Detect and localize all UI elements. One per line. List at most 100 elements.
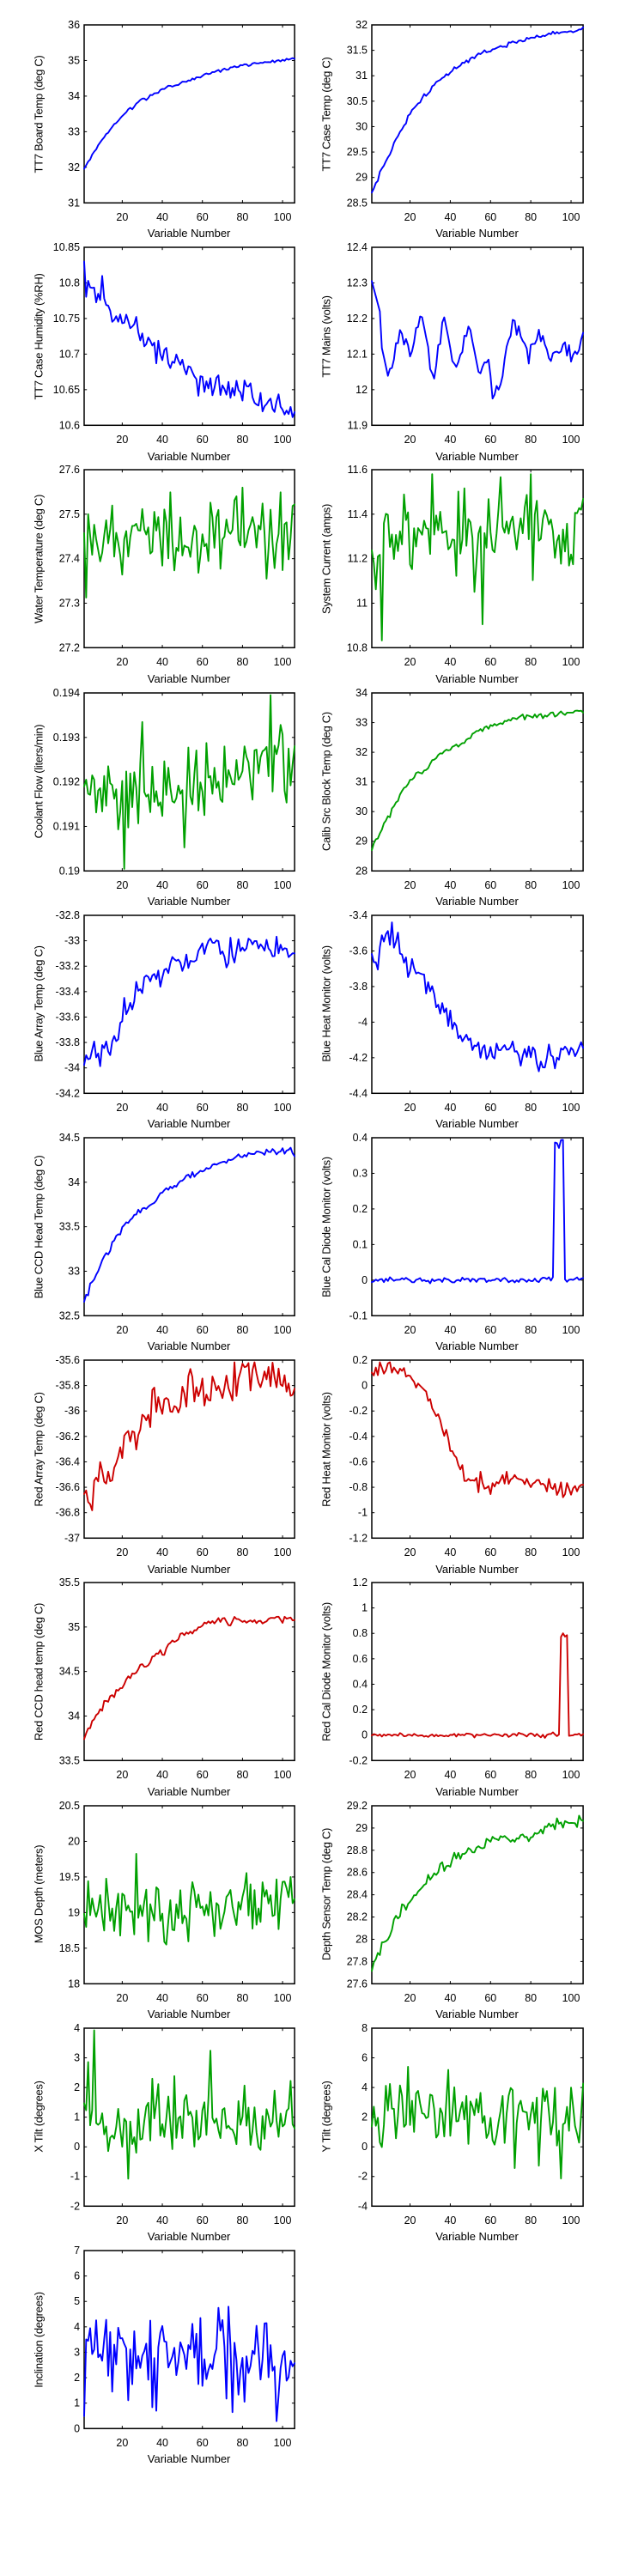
svg-text:-34: -34 xyxy=(64,1061,80,1073)
svg-text:60: 60 xyxy=(196,434,208,446)
svg-text:-3.8: -3.8 xyxy=(349,981,368,993)
svg-text:40: 40 xyxy=(156,656,168,668)
svg-text:100: 100 xyxy=(273,434,291,446)
svg-text:-3.6: -3.6 xyxy=(349,945,368,957)
svg-text:33.5: 33.5 xyxy=(58,1221,79,1233)
svg-text:80: 80 xyxy=(525,1324,537,1336)
svg-text:20: 20 xyxy=(404,211,416,223)
svg-text:2: 2 xyxy=(74,2372,80,2384)
svg-text:0.192: 0.192 xyxy=(52,775,79,787)
svg-text:11.6: 11.6 xyxy=(347,464,367,476)
svg-text:28.6: 28.6 xyxy=(346,1866,367,1878)
svg-text:34: 34 xyxy=(68,1710,80,1722)
svg-text:27.4: 27.4 xyxy=(58,553,79,565)
svg-text:11.4: 11.4 xyxy=(347,508,367,520)
svg-text:0.2: 0.2 xyxy=(352,1203,367,1215)
svg-text:-1: -1 xyxy=(357,1507,367,1519)
svg-text:80: 80 xyxy=(236,2437,248,2449)
svg-text:0.4: 0.4 xyxy=(352,1132,367,1144)
svg-text:19.5: 19.5 xyxy=(58,1871,79,1883)
svg-text:20: 20 xyxy=(116,656,128,668)
svg-text:0: 0 xyxy=(361,1274,368,1286)
svg-text:60: 60 xyxy=(196,2215,208,2227)
svg-text:32.5: 32.5 xyxy=(58,1309,79,1321)
svg-text:-0.8: -0.8 xyxy=(349,1481,368,1493)
svg-text:36: 36 xyxy=(68,19,80,31)
svg-text:100: 100 xyxy=(273,878,291,890)
svg-text:12: 12 xyxy=(355,384,368,396)
svg-text:-33: -33 xyxy=(64,934,80,946)
svg-text:100: 100 xyxy=(562,434,580,446)
svg-text:19: 19 xyxy=(68,1906,80,1918)
svg-text:0: 0 xyxy=(361,2141,368,2153)
svg-text:0.193: 0.193 xyxy=(52,731,79,743)
svg-text:60: 60 xyxy=(196,1991,208,2003)
svg-text:20: 20 xyxy=(404,1991,416,2003)
svg-text:100: 100 xyxy=(562,1546,580,1558)
svg-text:40: 40 xyxy=(156,1102,168,1114)
svg-text:28: 28 xyxy=(355,865,368,877)
svg-text:-33.2: -33.2 xyxy=(55,960,80,972)
svg-text:34.5: 34.5 xyxy=(58,1132,79,1144)
svg-text:-1.2: -1.2 xyxy=(349,1532,368,1544)
svg-text:2: 2 xyxy=(74,2081,80,2093)
svg-text:20: 20 xyxy=(116,434,128,446)
svg-text:12.4: 12.4 xyxy=(346,241,367,253)
svg-text:80: 80 xyxy=(525,1546,537,1558)
svg-text:100: 100 xyxy=(562,656,580,668)
svg-text:27.5: 27.5 xyxy=(58,508,79,520)
svg-text:60: 60 xyxy=(484,1991,496,2003)
svg-text:20: 20 xyxy=(116,1102,128,1114)
svg-text:-34.2: -34.2 xyxy=(55,1087,80,1099)
svg-text:32: 32 xyxy=(355,19,368,31)
svg-text:60: 60 xyxy=(484,2215,496,2227)
svg-text:40: 40 xyxy=(444,1991,456,2003)
svg-text:34.5: 34.5 xyxy=(58,1666,79,1678)
svg-text:80: 80 xyxy=(525,1991,537,2003)
svg-text:35: 35 xyxy=(68,1621,80,1633)
svg-text:100: 100 xyxy=(273,2215,291,2227)
svg-text:100: 100 xyxy=(273,1769,291,1781)
svg-text:20: 20 xyxy=(404,1769,416,1781)
svg-text:80: 80 xyxy=(236,434,248,446)
svg-text:20.5: 20.5 xyxy=(58,1800,79,1812)
svg-text:100: 100 xyxy=(562,211,580,223)
svg-text:33: 33 xyxy=(68,1265,80,1277)
svg-text:11: 11 xyxy=(356,598,368,610)
svg-text:100: 100 xyxy=(562,1102,580,1114)
svg-text:20: 20 xyxy=(116,2437,128,2449)
svg-text:31: 31 xyxy=(68,197,80,209)
svg-text:80: 80 xyxy=(525,2215,537,2227)
svg-text:60: 60 xyxy=(196,1546,208,1558)
svg-text:0.6: 0.6 xyxy=(352,1653,367,1665)
svg-text:31: 31 xyxy=(355,70,368,82)
svg-text:8: 8 xyxy=(361,2022,368,2034)
svg-text:-0.1: -0.1 xyxy=(349,1309,368,1321)
svg-text:30: 30 xyxy=(355,120,368,132)
svg-text:11.2: 11.2 xyxy=(347,553,367,565)
svg-text:60: 60 xyxy=(484,878,496,890)
svg-text:4: 4 xyxy=(74,2022,80,2034)
svg-text:28: 28 xyxy=(355,1933,368,1945)
svg-text:60: 60 xyxy=(196,656,208,668)
svg-text:100: 100 xyxy=(273,1991,291,2003)
svg-text:20: 20 xyxy=(404,1546,416,1558)
svg-text:100: 100 xyxy=(562,2215,580,2227)
svg-text:27.3: 27.3 xyxy=(58,598,79,610)
svg-text:0.191: 0.191 xyxy=(52,820,79,832)
svg-text:20: 20 xyxy=(404,1102,416,1114)
svg-text:-35.8: -35.8 xyxy=(55,1380,80,1392)
svg-text:20: 20 xyxy=(116,1324,128,1336)
svg-text:28.2: 28.2 xyxy=(346,1911,367,1923)
svg-text:20: 20 xyxy=(404,2215,416,2227)
svg-text:33: 33 xyxy=(68,125,80,137)
svg-text:3: 3 xyxy=(74,2051,80,2063)
svg-text:20: 20 xyxy=(404,878,416,890)
svg-text:60: 60 xyxy=(196,1769,208,1781)
svg-text:100: 100 xyxy=(562,1324,580,1336)
svg-text:0: 0 xyxy=(74,2422,80,2434)
svg-text:100: 100 xyxy=(273,211,291,223)
svg-text:7: 7 xyxy=(74,2245,80,2257)
svg-text:60: 60 xyxy=(196,1102,208,1114)
svg-text:20: 20 xyxy=(116,1769,128,1781)
